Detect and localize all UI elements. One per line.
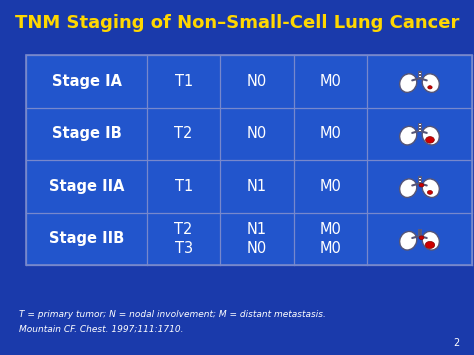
FancyBboxPatch shape [418, 231, 421, 233]
FancyBboxPatch shape [26, 55, 472, 265]
Ellipse shape [400, 126, 417, 145]
Text: Stage IIA: Stage IIA [49, 179, 124, 194]
Circle shape [425, 241, 435, 248]
FancyBboxPatch shape [418, 235, 421, 236]
Text: T1: T1 [174, 74, 193, 89]
FancyBboxPatch shape [418, 124, 421, 125]
Text: T2: T2 [174, 126, 193, 141]
FancyBboxPatch shape [418, 178, 421, 179]
Ellipse shape [400, 231, 417, 250]
Circle shape [428, 86, 432, 89]
FancyBboxPatch shape [418, 180, 421, 182]
FancyBboxPatch shape [418, 77, 421, 78]
Ellipse shape [422, 126, 439, 145]
Text: TNM Staging of Non–Small-Cell Lung Cancer: TNM Staging of Non–Small-Cell Lung Cance… [15, 14, 459, 32]
FancyBboxPatch shape [418, 233, 421, 234]
Text: Stage IA: Stage IA [52, 74, 121, 89]
Text: N0: N0 [247, 74, 267, 89]
Circle shape [426, 137, 434, 143]
Ellipse shape [400, 179, 417, 197]
FancyBboxPatch shape [418, 126, 421, 128]
Circle shape [419, 184, 424, 187]
Text: Stage IIB: Stage IIB [49, 231, 124, 246]
Text: Stage IB: Stage IB [52, 126, 121, 141]
Text: T1: T1 [174, 179, 193, 194]
FancyBboxPatch shape [418, 230, 421, 231]
FancyBboxPatch shape [418, 176, 421, 177]
Circle shape [428, 191, 432, 194]
FancyBboxPatch shape [418, 74, 421, 75]
FancyBboxPatch shape [418, 75, 421, 77]
Text: T = primary tumor; N = nodal involvement; M = distant metastasis.: T = primary tumor; N = nodal involvement… [19, 310, 326, 319]
FancyBboxPatch shape [418, 125, 421, 126]
FancyBboxPatch shape [418, 130, 421, 131]
Ellipse shape [400, 74, 417, 92]
FancyBboxPatch shape [418, 71, 421, 72]
Text: T2
T3: T2 T3 [174, 222, 193, 256]
Text: N0: N0 [247, 126, 267, 141]
FancyBboxPatch shape [418, 179, 421, 180]
Text: N1: N1 [247, 179, 267, 194]
Text: 2: 2 [454, 338, 460, 348]
FancyBboxPatch shape [418, 182, 421, 183]
FancyBboxPatch shape [418, 128, 421, 129]
Ellipse shape [422, 231, 439, 250]
Ellipse shape [422, 74, 439, 92]
Text: N1
N0: N1 N0 [247, 222, 267, 256]
Ellipse shape [422, 179, 439, 197]
Text: M0: M0 [319, 179, 342, 194]
FancyBboxPatch shape [418, 229, 421, 230]
Circle shape [419, 236, 424, 240]
Text: M0: M0 [319, 126, 342, 141]
Text: M0
M0: M0 M0 [319, 222, 342, 256]
FancyBboxPatch shape [418, 72, 421, 74]
Text: M0: M0 [319, 74, 342, 89]
Text: Mountain CF. Chest. 1997;111:1710.: Mountain CF. Chest. 1997;111:1710. [19, 325, 183, 334]
